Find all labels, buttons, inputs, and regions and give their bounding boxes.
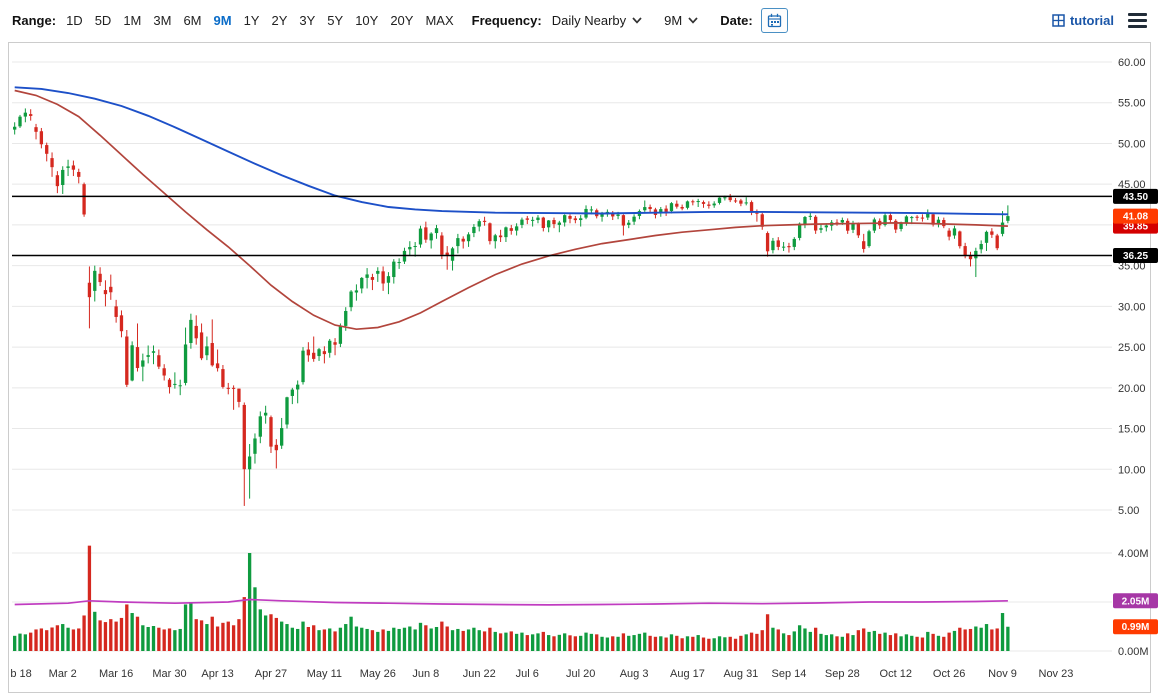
svg-text:Mar 16: Mar 16 — [99, 668, 133, 680]
range-label: Range: — [12, 12, 57, 28]
range-option-20y[interactable]: 20Y — [390, 12, 414, 28]
chart-toolbar: Range: 1D 5D 1M 3M 6M 9M 1Y 2Y 3Y 5Y 10Y 20Y MAX Fre… — [0, 0, 1159, 40]
hline-label-43.50: 43.50 — [1113, 188, 1158, 204]
chevron-down-icon — [688, 16, 698, 24]
svg-text:36.25: 36.25 — [1123, 251, 1148, 262]
range-option-3m[interactable]: 3M — [153, 12, 172, 28]
calendar-button[interactable] — [760, 7, 788, 33]
x-axis-labels: Feb 18 Mar 2 Mar 16 Mar 30 Apr 13 Apr 27 May 1… — [0, 668, 1074, 680]
svg-text:Oct 12: Oct 12 — [880, 668, 912, 680]
range-option-5y[interactable]: 5Y — [327, 12, 344, 28]
tutorial-link[interactable]: tutorial — [1052, 13, 1114, 28]
svg-text:2.05M: 2.05M — [1122, 596, 1150, 607]
range-option-6m[interactable]: 6M — [183, 12, 202, 28]
price-volume-chart[interactable]: 60.0055.0050.0045.0040.0035.0030.0025.00… — [0, 40, 1159, 695]
price-marker-41.08: 41.08 — [1113, 208, 1158, 224]
horizontal-price-lines — [12, 195, 1112, 257]
svg-text:50.00: 50.00 — [1118, 138, 1146, 150]
price-gridlines: 60.0055.0050.0045.0040.0035.0030.0025.00… — [12, 57, 1146, 517]
svg-text:20.00: 20.00 — [1118, 383, 1146, 395]
volume-marker-0.99M: 0.99M — [1113, 619, 1158, 635]
svg-text:Sep 14: Sep 14 — [772, 668, 807, 680]
svg-text:Apr 13: Apr 13 — [201, 668, 233, 680]
frequency-label: Frequency: — [471, 12, 542, 28]
svg-text:Feb 18: Feb 18 — [0, 668, 32, 680]
svg-text:Jul 20: Jul 20 — [566, 668, 595, 680]
volume-average-line — [14, 598, 1008, 606]
hline-label-36.25: 36.25 — [1113, 247, 1158, 263]
svg-text:Mar 30: Mar 30 — [152, 668, 186, 680]
volume-series — [13, 545, 1010, 651]
chart-area: 60.0055.0050.0045.0040.0035.0030.0025.00… — [0, 40, 1159, 695]
svg-text:Apr 27: Apr 27 — [255, 668, 287, 680]
tutorial-label: tutorial — [1069, 12, 1114, 28]
svg-text:39.85: 39.85 — [1123, 222, 1148, 233]
calendar-icon — [767, 13, 781, 27]
svg-text:Nov 23: Nov 23 — [1039, 668, 1074, 680]
svg-text:Sep 28: Sep 28 — [825, 668, 860, 680]
svg-text:43.50: 43.50 — [1123, 192, 1148, 203]
svg-text:10.00: 10.00 — [1118, 464, 1146, 476]
svg-text:Mar 2: Mar 2 — [49, 668, 77, 680]
svg-text:25.00: 25.00 — [1118, 342, 1146, 354]
period-dropdown[interactable]: 9M — [664, 13, 698, 28]
range-option-max[interactable]: MAX — [425, 12, 454, 28]
svg-text:Jun 8: Jun 8 — [412, 668, 439, 680]
chevron-down-icon — [632, 16, 642, 24]
red-moving-average-line — [14, 89, 1008, 331]
svg-text:May 26: May 26 — [360, 668, 396, 680]
svg-text:4.00M: 4.00M — [1118, 548, 1149, 560]
svg-text:Nov 9: Nov 9 — [988, 668, 1017, 680]
menu-icon[interactable] — [1128, 12, 1147, 28]
range-selector: 1D 5D 1M 3M 6M 9M 1Y 2Y 3Y 5Y 10Y 20Y MAX — [66, 13, 454, 28]
svg-text:41.08: 41.08 — [1123, 212, 1148, 223]
tutorial-grid-icon — [1052, 13, 1065, 27]
blue-moving-average-line — [14, 86, 1008, 216]
range-option-1d[interactable]: 1D — [66, 12, 83, 28]
svg-text:Jul 6: Jul 6 — [516, 668, 539, 680]
svg-text:Aug 17: Aug 17 — [670, 668, 705, 680]
svg-text:Aug 31: Aug 31 — [723, 668, 758, 680]
range-option-10y[interactable]: 10Y — [355, 12, 379, 28]
range-option-3y[interactable]: 3Y — [299, 12, 316, 28]
svg-text:0.00M: 0.00M — [1118, 646, 1149, 658]
svg-text:30.00: 30.00 — [1118, 301, 1146, 313]
svg-text:Jun 22: Jun 22 — [463, 668, 496, 680]
date-label: Date: — [720, 12, 753, 28]
svg-text:15.00: 15.00 — [1118, 424, 1146, 436]
svg-text:45.00: 45.00 — [1118, 179, 1146, 191]
range-option-1y[interactable]: 1Y — [243, 12, 260, 28]
frequency-value: Daily Nearby — [551, 12, 627, 28]
svg-text:55.00: 55.00 — [1118, 98, 1146, 110]
period-value: 9M — [664, 12, 683, 28]
candlestick-series — [13, 108, 1010, 506]
svg-text:5.00: 5.00 — [1118, 505, 1139, 517]
range-option-2y[interactable]: 2Y — [271, 12, 288, 28]
volume-marker-2.05M: 2.05M — [1113, 593, 1158, 609]
svg-text:Aug 3: Aug 3 — [620, 668, 649, 680]
svg-text:35.00: 35.00 — [1118, 261, 1146, 273]
svg-text:Oct 26: Oct 26 — [933, 668, 965, 680]
frequency-dropdown[interactable]: Daily Nearby — [552, 13, 642, 28]
svg-text:0.99M: 0.99M — [1122, 622, 1150, 633]
range-option-5d[interactable]: 5D — [94, 12, 112, 28]
svg-text:60.00: 60.00 — [1118, 57, 1146, 69]
range-option-9m[interactable]: 9M — [213, 12, 232, 28]
svg-text:May 11: May 11 — [307, 668, 342, 680]
range-option-1m[interactable]: 1M — [123, 12, 142, 28]
